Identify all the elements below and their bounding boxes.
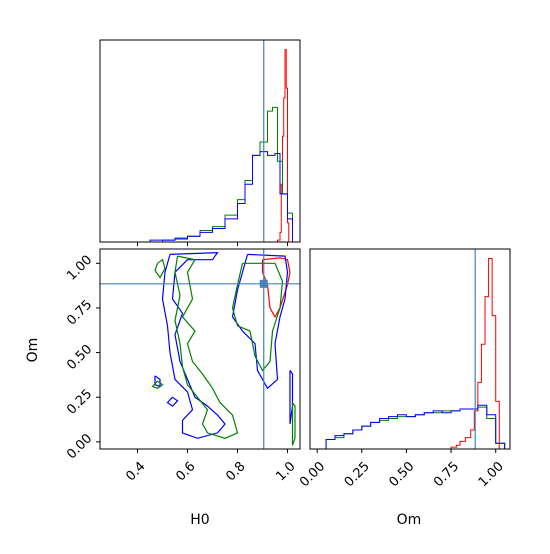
om-marginal-x-tick-label-3: 0.75 <box>431 459 462 490</box>
contour-blue-8 <box>166 396 179 407</box>
joint-y-tick-label-4: 1.00 <box>64 253 95 284</box>
om-hist-green <box>317 406 506 450</box>
joint-frame <box>99 248 301 450</box>
h0-hist-red <box>275 49 290 243</box>
contour-green-4 <box>174 255 239 439</box>
joint-x-tick-label-1: 0.6 <box>173 459 198 484</box>
y-axis-label-om: Om <box>25 338 41 363</box>
joint-y-tick-label-0: 0.00 <box>64 431 95 462</box>
contour-group <box>151 251 296 446</box>
h0-marginal-frame <box>99 39 301 243</box>
om-marginal-x-tick-label-2: 0.50 <box>386 459 417 490</box>
contour-green-5 <box>154 258 166 279</box>
om-hist-red <box>445 258 500 450</box>
om-marginal-frame <box>309 248 511 450</box>
joint-y-tick-label-1: 0.25 <box>64 387 95 418</box>
truth-marker <box>259 279 268 288</box>
om-marginal-x-tick-label-1: 0.25 <box>342 459 373 490</box>
h0-hist-green <box>150 106 293 243</box>
joint-y-tick-label-3: 0.75 <box>64 297 95 328</box>
h0-marginal-panel <box>99 39 301 246</box>
contour-green-10 <box>291 402 296 446</box>
joint-y-tick-label-2: 0.50 <box>64 342 95 373</box>
contour-blue-3 <box>161 251 226 439</box>
h0-hist-blue <box>137 151 293 243</box>
x-axis-label-om: Om <box>397 512 422 528</box>
contour-green-2 <box>231 262 284 372</box>
om-marginal-x-tick-label-4: 1.00 <box>476 459 507 490</box>
joint-x-tick-label-2: 0.8 <box>223 459 248 484</box>
contour-green-7 <box>151 380 164 389</box>
om-marginal-x-tick-label-0: 0.00 <box>297 459 328 490</box>
joint-x-tick-label-0: 0.4 <box>123 459 148 484</box>
om-marginal-panel: 0.00 0.25 0.50 0.75 1.00 <box>297 248 511 490</box>
joint-panel: 0.4 0.6 0.8 1.0 0.00 0.25 0.50 0.75 1.00 <box>64 248 301 484</box>
om-hist-blue <box>317 404 506 450</box>
joint-x-tick-label-3: 1.0 <box>273 459 298 484</box>
contour-blue-1 <box>231 253 289 390</box>
x-axis-label-h0: H0 <box>190 512 209 528</box>
